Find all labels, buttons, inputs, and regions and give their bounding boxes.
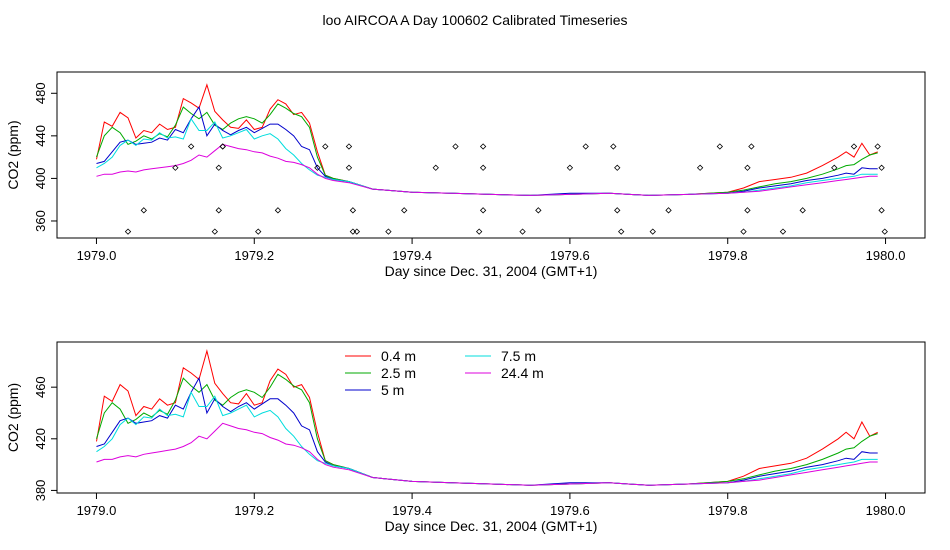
scatter-point bbox=[744, 164, 751, 171]
x-tick-label: 1979.2 bbox=[234, 248, 274, 263]
scatter-point bbox=[274, 207, 282, 214]
scatter-point bbox=[878, 164, 885, 171]
x-tick-label: 1979.0 bbox=[77, 248, 117, 263]
scatter-point bbox=[740, 228, 747, 235]
scatter-point bbox=[696, 164, 704, 171]
y-axis-label: CO2 (ppm) bbox=[5, 120, 21, 189]
legend-label: 7.5 m bbox=[501, 348, 536, 364]
scatter-point bbox=[665, 207, 672, 214]
scatter-point bbox=[779, 228, 787, 235]
x-axis-label: Day since Dec. 31, 2004 (GMT+1) bbox=[385, 263, 598, 279]
scatter-point bbox=[582, 143, 589, 150]
scatter-point bbox=[881, 228, 888, 235]
scatter-point bbox=[479, 207, 487, 214]
scatter-point bbox=[614, 207, 621, 214]
legend-label: 2.5 m bbox=[381, 365, 416, 381]
y-tick-label: 360 bbox=[33, 210, 48, 232]
scatter-point bbox=[172, 164, 179, 171]
scatter-point bbox=[345, 143, 353, 150]
scatter-point bbox=[215, 164, 222, 171]
scatter-point bbox=[716, 143, 724, 150]
series-line-0-4-m bbox=[96, 83, 878, 196]
y-tick-label: 420 bbox=[33, 428, 48, 450]
series-line-2-5-m bbox=[96, 103, 878, 196]
x-axis-label: Day since Dec. 31, 2004 (GMT+1) bbox=[385, 518, 598, 534]
scatter-point bbox=[799, 207, 806, 214]
series-line-5-m bbox=[96, 105, 878, 196]
y-tick-label: 400 bbox=[33, 168, 48, 190]
scatter-point bbox=[618, 228, 625, 235]
x-tick-label: 1979.4 bbox=[392, 248, 432, 263]
x-tick-label: 1979.8 bbox=[708, 503, 748, 518]
scatter-point bbox=[345, 164, 353, 171]
series-line-2-5-m bbox=[96, 373, 878, 486]
y-axis-label: CO2 (ppm) bbox=[5, 383, 21, 452]
scatter-point bbox=[874, 143, 881, 150]
series-line-24-4-m bbox=[96, 422, 878, 486]
scatter-point bbox=[479, 164, 487, 171]
scatter-point bbox=[349, 207, 357, 214]
scatter-point bbox=[748, 143, 755, 150]
scatter-point bbox=[850, 143, 858, 150]
scatter-point bbox=[385, 228, 392, 235]
scatter-point bbox=[831, 164, 838, 171]
y-tick-label: 460 bbox=[33, 376, 48, 398]
scatter-point bbox=[535, 207, 542, 214]
x-tick-label: 1979.6 bbox=[550, 503, 590, 518]
scatter-point bbox=[614, 164, 621, 171]
series-line-0-4-m bbox=[96, 349, 878, 486]
scatter-point bbox=[124, 228, 132, 235]
x-tick-label: 1979.8 bbox=[708, 248, 748, 263]
scatter-point bbox=[219, 143, 226, 150]
scatter-point bbox=[452, 143, 459, 150]
x-tick-label: 1980.0 bbox=[866, 248, 906, 263]
scatter-point bbox=[187, 143, 195, 150]
legend-label: 24.4 m bbox=[501, 365, 544, 381]
scatter-point bbox=[211, 228, 218, 235]
scatter-point bbox=[215, 207, 222, 214]
scatter-point bbox=[519, 228, 526, 235]
scatter-point bbox=[401, 207, 408, 214]
plot-frame-0 bbox=[56, 71, 926, 239]
x-tick-label: 1979.6 bbox=[550, 248, 590, 263]
scatter-point bbox=[475, 228, 483, 235]
x-tick-label: 1979.2 bbox=[234, 503, 274, 518]
scatter-point bbox=[479, 143, 487, 150]
y-tick-label: 480 bbox=[33, 82, 48, 104]
series-line-24-4-m bbox=[96, 143, 878, 196]
x-tick-label: 1979.0 bbox=[77, 503, 117, 518]
scatter-point bbox=[255, 228, 262, 235]
scatter-point bbox=[649, 228, 656, 235]
scatter-point bbox=[432, 164, 439, 171]
scatter-point bbox=[878, 207, 885, 214]
scatter-point bbox=[140, 207, 147, 214]
legend-label: 5 m bbox=[381, 382, 404, 398]
scatter-point bbox=[744, 207, 751, 214]
scatter-point bbox=[610, 143, 617, 150]
scatter-point bbox=[566, 164, 574, 171]
legend-label: 0.4 m bbox=[381, 348, 416, 364]
series-line-5-m bbox=[96, 376, 878, 486]
plot-frame-1 bbox=[56, 341, 926, 494]
series-line-7-5-m bbox=[96, 117, 878, 196]
y-tick-label: 440 bbox=[33, 125, 48, 147]
scatter-point bbox=[353, 228, 361, 235]
x-tick-label: 1979.4 bbox=[392, 503, 432, 518]
x-tick-label: 1980.0 bbox=[866, 503, 906, 518]
y-tick-label: 380 bbox=[33, 480, 48, 502]
scatter-point bbox=[314, 164, 321, 171]
chart-title: loo AIRCOA A Day 100602 Calibrated Times… bbox=[322, 12, 627, 28]
scatter-point bbox=[322, 143, 329, 150]
series-line-7-5-m bbox=[96, 391, 878, 486]
